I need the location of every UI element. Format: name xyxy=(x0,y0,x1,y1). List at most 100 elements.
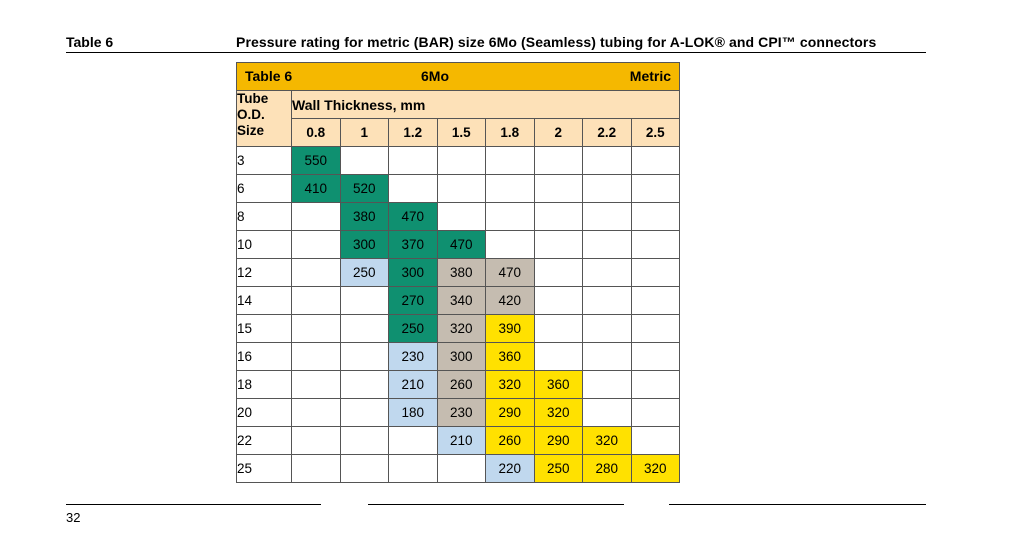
pressure-value-cell: 270 xyxy=(388,286,438,315)
empty-cell xyxy=(533,174,583,203)
empty-cell xyxy=(630,174,681,203)
wall-thickness-header: Wall Thickness, mm xyxy=(290,90,681,119)
pressure-value-cell: 260 xyxy=(485,426,535,455)
header-rule xyxy=(66,52,926,53)
empty-cell xyxy=(339,146,389,175)
tube-size-cell: 10 xyxy=(236,230,292,259)
footer-rule-right xyxy=(669,504,926,505)
pressure-value-cell: 360 xyxy=(533,370,583,399)
material-label: 6Mo xyxy=(421,68,449,84)
pressure-value-cell: 220 xyxy=(485,454,535,483)
empty-cell xyxy=(485,202,535,231)
empty-cell xyxy=(485,230,535,259)
empty-cell xyxy=(291,202,341,231)
empty-cell xyxy=(533,202,583,231)
footer-rule-middle xyxy=(368,504,624,505)
tube-od-size-header: Tube O.D. Size xyxy=(236,90,292,147)
pressure-value-cell: 290 xyxy=(485,398,535,427)
wall-thickness-2: 2 xyxy=(533,118,583,147)
pressure-value-cell: 470 xyxy=(436,230,486,259)
pressure-value-cell: 470 xyxy=(485,258,535,287)
tube-size-cell: 6 xyxy=(236,174,292,203)
empty-cell xyxy=(485,146,535,175)
empty-cell xyxy=(630,230,681,259)
table-row: 10 300 370 470 xyxy=(236,230,681,259)
pressure-value-cell: 300 xyxy=(339,230,389,259)
empty-cell xyxy=(291,454,341,483)
pressure-value-cell: 370 xyxy=(388,230,438,259)
empty-cell xyxy=(436,202,486,231)
empty-cell xyxy=(533,230,583,259)
pressure-value-cell: 390 xyxy=(485,314,535,343)
empty-cell xyxy=(388,426,438,455)
table-row: 16 230 300 360 xyxy=(236,342,681,371)
empty-cell xyxy=(582,370,632,399)
empty-cell xyxy=(291,230,341,259)
tube-size-cell: 3 xyxy=(236,146,292,175)
pressure-value-cell: 210 xyxy=(388,370,438,399)
tube-size-cell: 20 xyxy=(236,398,292,427)
table-row: 3 550 xyxy=(236,146,681,175)
tube-size-cell: 18 xyxy=(236,370,292,399)
empty-cell xyxy=(388,454,438,483)
pressure-value-cell: 420 xyxy=(485,286,535,315)
empty-cell xyxy=(339,426,389,455)
empty-cell xyxy=(533,258,583,287)
pressure-value-cell: 230 xyxy=(436,398,486,427)
pressure-value-cell: 340 xyxy=(436,286,486,315)
empty-cell xyxy=(533,146,583,175)
pressure-value-cell: 180 xyxy=(388,398,438,427)
empty-cell xyxy=(485,174,535,203)
empty-cell xyxy=(291,286,341,315)
empty-cell xyxy=(582,174,632,203)
empty-cell xyxy=(436,146,486,175)
empty-cell xyxy=(339,314,389,343)
empty-cell xyxy=(630,426,681,455)
pressure-value-cell: 280 xyxy=(582,454,632,483)
page-title: Pressure rating for metric (BAR) size 6M… xyxy=(236,34,877,50)
table-header-bar: Table 6 6Mo Metric xyxy=(235,62,681,91)
empty-cell xyxy=(339,342,389,371)
page-number: 32 xyxy=(66,510,81,525)
pressure-value-cell: 550 xyxy=(291,146,341,175)
pressure-value-cell: 230 xyxy=(388,342,438,371)
empty-cell xyxy=(582,146,632,175)
footer-rule-left xyxy=(66,504,321,505)
pressure-value-cell: 320 xyxy=(533,398,583,427)
empty-cell xyxy=(339,370,389,399)
empty-cell xyxy=(630,202,681,231)
table-row: 12 250 300 380 470 xyxy=(236,258,681,287)
empty-cell xyxy=(291,342,341,371)
table-row: 25 220 250 280 320 xyxy=(236,454,681,483)
empty-cell xyxy=(582,202,632,231)
table-row: 14 270 340 420 xyxy=(236,286,681,315)
empty-cell xyxy=(533,314,583,343)
pressure-value-cell: 300 xyxy=(388,258,438,287)
empty-cell xyxy=(339,398,389,427)
empty-cell xyxy=(582,286,632,315)
pressure-value-cell: 470 xyxy=(388,202,438,231)
empty-cell xyxy=(630,342,681,371)
table-row: 6 410 520 xyxy=(236,174,681,203)
table-row: 22 210 260 290 320 xyxy=(236,426,681,455)
pressure-value-cell: 210 xyxy=(436,426,486,455)
pressure-value-cell: 290 xyxy=(533,426,583,455)
empty-cell xyxy=(630,370,681,399)
empty-cell xyxy=(582,342,632,371)
pressure-value-cell: 380 xyxy=(339,202,389,231)
pressure-value-cell: 320 xyxy=(630,454,681,483)
empty-cell xyxy=(630,286,681,315)
empty-cell xyxy=(630,258,681,287)
empty-cell xyxy=(582,398,632,427)
empty-cell xyxy=(388,174,438,203)
pressure-value-cell: 320 xyxy=(436,314,486,343)
tube-size-cell: 15 xyxy=(236,314,292,343)
empty-cell xyxy=(339,286,389,315)
empty-cell xyxy=(436,454,486,483)
empty-cell xyxy=(582,230,632,259)
pressure-value-cell: 320 xyxy=(582,426,632,455)
wall-thickness-0-8: 0.8 xyxy=(291,118,341,147)
pressure-value-cell: 250 xyxy=(339,258,389,287)
empty-cell xyxy=(339,454,389,483)
pressure-value-cell: 380 xyxy=(436,258,486,287)
